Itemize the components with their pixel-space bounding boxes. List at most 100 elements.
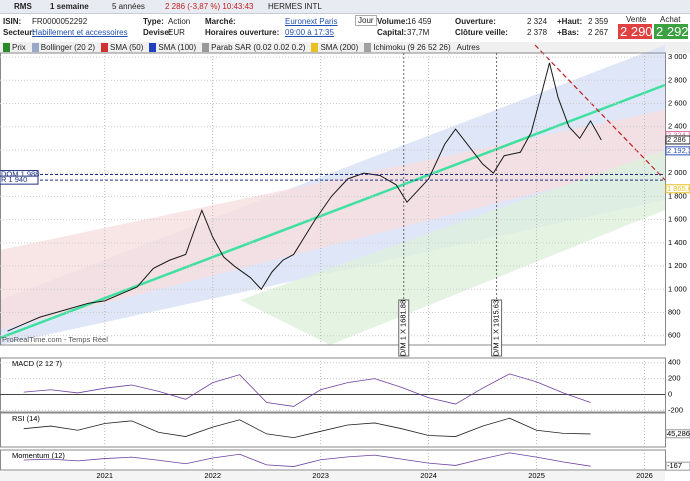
y-tick-label: 1 400 [668,238,687,247]
y-tick-label: 1 000 [668,284,687,293]
series-line [23,452,591,467]
quote: 2 286 (-3,87 %) 10:43:43 [165,2,254,11]
low-label: +Bas: [557,28,580,37]
marker-label: D/M 1 X 1915.63 [492,300,501,356]
y-tick-label: 2 000 [668,168,687,177]
market[interactable]: Euronext Paris [285,17,338,26]
info: ISIN: FR0000052292 Secteur: Habillement … [0,14,690,41]
y-tick-label: 2 600 [668,98,687,107]
level-box [0,175,39,185]
trend-line [534,44,666,181]
x-tick-label: 2021 [96,471,113,480]
y-tick-label: 0 [668,390,672,399]
y-tick-label: 600 [668,331,681,340]
marker-box [398,299,410,357]
panel-border [0,357,666,413]
price-label: 1 865,6 [667,184,690,193]
sector-label: Secteur: [3,28,36,37]
last-box [665,461,690,471]
open: 2 324 [527,17,548,26]
high-label: +Haut: [557,17,583,26]
y-tick-label: -200 [668,405,683,414]
x-tick-label: 2024 [420,471,437,480]
series-line [7,62,602,332]
last-label: -167 [667,461,682,470]
indicator[interactable]: Prix [3,43,26,52]
x-tick-label: 2026 [636,471,653,480]
y-tick-label: 400 [668,358,681,367]
price-label: 2 286 [667,135,686,144]
level-label: R 1 940 [1,175,27,184]
high: 2 359 [588,17,609,26]
sector[interactable]: Habillement et accessoires [32,28,128,37]
indicator[interactable]: Bollinger (20 2) [31,43,95,52]
y-tick-label: 2 400 [668,122,687,131]
range[interactable]: 5 années [112,2,145,11]
trend-line [0,83,666,340]
volume: 16 459 [407,17,432,26]
low: 2 267 [588,28,609,37]
y-tick-label: 1 800 [668,191,687,200]
sell-label: Vente [626,15,647,24]
isin: FR0000052292 [32,17,88,26]
panel-border [0,52,666,346]
prev-label: Clôture veille: [455,28,508,37]
y-tick-label: 1 200 [668,261,687,270]
y-tick-label: 800 [668,307,681,316]
name: HERMES INTL [268,2,322,11]
symbol[interactable]: RMS [14,2,32,11]
panel-border [0,412,666,448]
last-box [665,429,690,439]
x-axis [0,471,665,481]
capital-label: Capital: [377,28,407,37]
panel-border [0,449,666,471]
currency: EUR [168,28,185,37]
period[interactable]: 1 semaine [50,2,89,11]
volume-label: Volume: [377,17,408,26]
indicator[interactable]: Autres [456,43,480,52]
indicator[interactable]: SMA (100) [149,43,196,52]
capital: 37,7M [407,28,430,37]
marker-label: D/M 1 X 1681.88 [399,300,408,356]
buy[interactable]: 2 292 [654,24,689,39]
price-box [665,135,690,145]
market-label: Marché: [205,17,236,26]
y-tick-label: 2 800 [668,75,687,84]
x-tick-label: 2023 [312,471,329,480]
type: Action [168,17,191,26]
sell[interactable]: 2 290 [618,24,653,39]
y-tick-label: 1 600 [668,215,687,224]
indicator-bar: Prix Bollinger (20 2) SMA (50) SMA (100) Par… [0,42,690,53]
day[interactable]: Jour [355,15,377,26]
x-tick-label: 2022 [204,471,221,480]
y-tick-label: 3 000 [668,52,687,61]
series-line [23,417,591,438]
open-label: Ouverture: [455,17,496,26]
panel-title: RSI (14) [12,414,40,423]
price-label: 2 324,2 [667,131,690,140]
top-bar: RMS 1 semaine 5 années 2 286 (-3,87 %) 1… [0,0,690,14]
hours[interactable]: 09:00 à 17:35 [285,28,334,37]
last-label: 45,286 [667,429,690,438]
price-box [665,184,690,194]
price-label: 2 192,3 [667,146,690,155]
price-box [665,146,690,156]
indicator[interactable]: SMA (200) [311,43,358,52]
prev: 2 378 [527,28,548,37]
series-line [23,373,591,407]
source: ProRealTime.com - Temps Réel [2,335,108,344]
marker-box [491,299,503,357]
channel [240,150,665,345]
level-label: DOM 1 988 [1,170,39,179]
panel-title: Momentum (12) [12,451,65,460]
isin-label: ISIN: [3,17,22,26]
indicator[interactable]: Parab SAR (0.02 0.02 0.2) [202,43,305,52]
indicator[interactable]: Ichimoku (9 26 52 26) [364,43,451,52]
indicator[interactable]: SMA (50) [101,43,143,52]
x-tick-label: 2025 [528,471,545,480]
hours-label: Horaires ouverture: [205,28,280,37]
type-label: Type: [143,17,164,26]
buy-label: Achat [660,15,681,24]
